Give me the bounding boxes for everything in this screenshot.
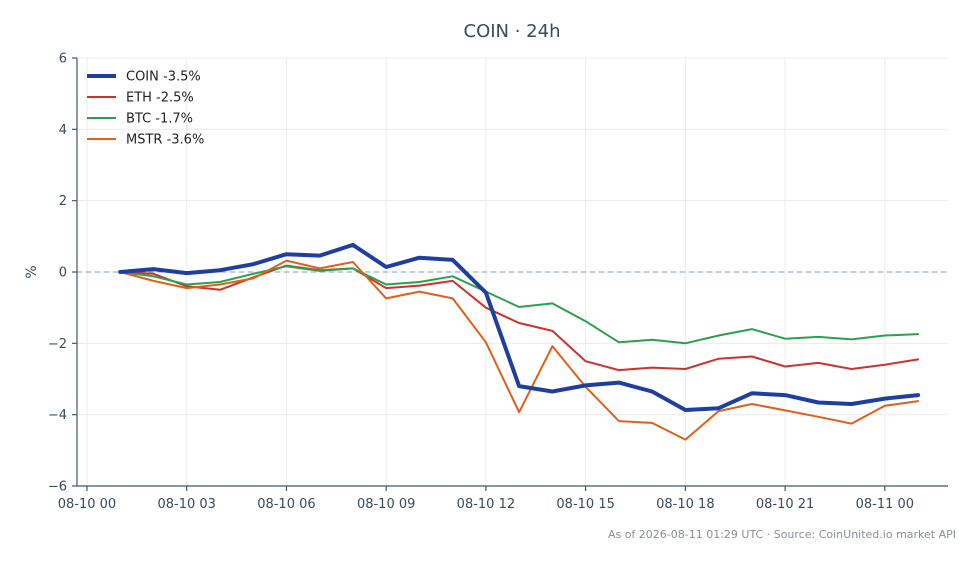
y-ticks: −6 −4 −2 0 2 4 6 [48, 52, 77, 495]
y-axis-label: % [24, 265, 40, 278]
legend-label-mstr: MSTR -3.6% [126, 133, 204, 148]
y-tick-label: 6 [59, 52, 67, 67]
legend-label-eth: ETH -2.5% [126, 91, 194, 106]
x-tick-label: 08-10 00 [58, 497, 116, 512]
x-tick-label: 08-10 09 [357, 497, 415, 512]
x-tick-label: 08-10 03 [157, 497, 215, 512]
x-tick-label: 08-10 18 [656, 497, 714, 512]
x-tick-label: 08-11 00 [856, 497, 914, 512]
x-ticks: 08-10 00 08-10 03 08-10 06 08-10 09 08-10 12… [58, 486, 914, 512]
chart-title: COIN · 24h [464, 21, 561, 42]
series-lines [118, 242, 921, 441]
legend-label-coin: COIN -3.5% [126, 70, 201, 85]
y-tick-label: 4 [59, 123, 67, 138]
source-note: As of 2026-08-11 01:29 UTC · Source: Coi… [608, 528, 956, 541]
x-tick-label: 08-10 06 [257, 497, 315, 512]
y-tick-label: −2 [48, 337, 67, 352]
x-tick-label: 08-10 21 [756, 497, 814, 512]
legend: COIN -3.5% ETH -2.5% BTC -1.7% MSTR -3.6% [87, 70, 204, 148]
y-tick-label: 0 [59, 266, 67, 281]
series-line-btc [119, 265, 920, 345]
series-line-mstr [119, 259, 920, 441]
x-tick-label: 08-10 15 [556, 497, 614, 512]
y-tick-label: −6 [48, 480, 67, 495]
series-line-coin [118, 242, 921, 412]
y-tick-label: 2 [59, 194, 67, 209]
y-tick-label: −4 [48, 408, 67, 423]
legend-label-btc: BTC -1.7% [126, 112, 193, 127]
x-tick-label: 08-10 12 [457, 497, 515, 512]
